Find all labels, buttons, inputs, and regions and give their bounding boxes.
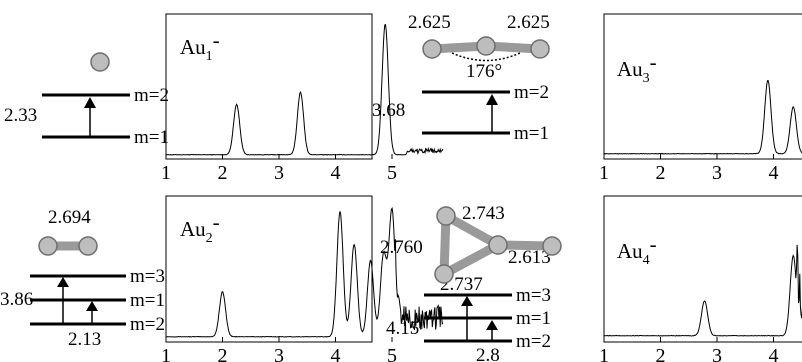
au3-atom-right [530,39,550,59]
x-tick-label: 1 [161,162,171,184]
au1-spectrum-plot: 1 2 3 4 5 Au1- [161,13,444,184]
au4-bond-bottom [441,241,501,278]
x-tick-label: 5 [387,345,397,362]
au4-level-m3-label: m=3 [516,285,551,306]
au1-level-m2-label: m=2 [134,85,169,106]
au4-inner-arrow-head [486,320,498,330]
au2-spectrum-plot: 1 2 3 4 5 Au2- [161,195,444,362]
au4-atom-top [436,206,456,226]
au2-level-m2-label: m=2 [130,314,165,335]
au2-species-label: Au2- [180,210,220,246]
au3-atom-center [476,36,496,56]
x-tick-label: 3 [274,345,284,362]
au3-plot-frame [603,13,802,160]
au3-structure: 2.625 2.625 176° [408,12,550,82]
au4-energy-levels: m=3 m=1 m=2 4.15 2.8 [386,285,551,362]
au3-species-label: Au3- [617,50,657,86]
au4-species-label: Au4- [617,232,657,268]
panel-au3: 2.625 2.625 176° m=2 m=1 3.68 1 2 3 4 5 Au3- [372,12,802,184]
au1-x-axis: 1 2 3 4 5 [161,154,397,184]
au3-bond-left-label: 2.625 [408,12,451,33]
au3-gap-label: 3.68 [372,100,405,121]
x-tick-label: 4 [769,345,779,362]
x-tick-label: 1 [599,162,609,184]
au4-atom-center [488,235,508,255]
au2-atom-left [38,236,58,256]
panel-au1: m=2 m=1 2.33 1 2 3 4 5 Au1- [4,13,444,184]
au3-angle-label: 176° [466,61,502,82]
au3-atom-left [422,39,442,59]
x-tick-label: 2 [656,162,666,184]
x-tick-label: 2 [218,162,228,184]
au4-gap-outer-label: 4.15 [386,318,419,339]
x-tick-label: 1 [599,345,609,362]
x-tick-label: 2 [218,345,228,362]
au1-atom [90,52,110,72]
au2-level-m3-label: m=3 [130,266,165,287]
x-tick-label: 3 [274,162,284,184]
au2-spectrum-trace [166,206,444,338]
x-tick-label: 3 [712,345,722,362]
au3-bond-right-label: 2.625 [507,12,550,33]
x-tick-label: 3 [712,162,722,184]
au2-outer-arrow-head [57,277,69,287]
au4-outer-arrow-head [461,296,473,306]
au2-bond-label: 2.694 [48,207,91,228]
au1-level-m1-label: m=1 [134,127,169,148]
au4-atom-tail [542,236,562,256]
x-tick-label: 4 [331,345,341,362]
au3-spectrum-trace [603,79,802,155]
au4-atom-bottom [434,264,454,284]
x-tick-label: 1 [161,345,171,362]
au4-bond-tail-label: 2.613 [508,247,551,268]
au3-level-m2-label: m=2 [514,82,549,103]
panel-au2: 2.694 m=3 m=1 m=2 3.86 2.13 1 2 3 4 5 Au2- [0,195,444,362]
au4-bond-left-label: 2.760 [380,237,423,258]
x-tick-label: 4 [769,162,779,184]
x-tick-label: 5 [387,162,397,184]
au1-arrow-head [84,97,96,108]
au2-inner-arrow-head [86,301,98,311]
au4-structure: 2.743 2.760 2.613 2.737 [380,203,562,295]
au4-level-m1-label: m=1 [516,308,551,329]
au4-bond-top-label: 2.743 [462,203,505,224]
au1-plot-frame [165,13,373,160]
au2-x-axis: 1 2 3 4 5 [161,337,397,362]
au4-plot-frame [603,195,802,343]
au1-gap-label: 2.33 [4,105,37,126]
x-tick-label: 2 [656,345,666,362]
au2-structure: 2.694 [38,207,98,256]
au1-energy-levels: m=2 m=1 2.33 [4,85,169,148]
au3-energy-levels: m=2 m=1 3.68 [372,82,549,144]
au3-level-m1-label: m=1 [514,123,549,144]
x-tick-label: 4 [331,162,341,184]
au1-spectrum-trace [165,24,444,156]
au2-gap-inner-label: 2.13 [68,329,101,350]
au4-gap-inner-label: 2.8 [476,345,500,362]
au2-energy-levels: m=3 m=1 m=2 3.86 2.13 [0,266,165,350]
au1-species-label: Au1- [180,28,220,64]
au4-bond-top [443,212,501,249]
au1-structure [90,52,110,72]
au2-atom-right [78,236,98,256]
au3-arrow-head [486,94,498,105]
au2-gap-outer-label: 3.86 [0,289,33,310]
au4-level-m2-label: m=2 [516,331,551,352]
au2-level-m1-label: m=1 [130,290,165,311]
au4-spectrum-trace [603,244,802,337]
panel-au4: 2.743 2.760 2.613 2.737 m=3 m=1 m=2 4.15 [380,195,802,362]
